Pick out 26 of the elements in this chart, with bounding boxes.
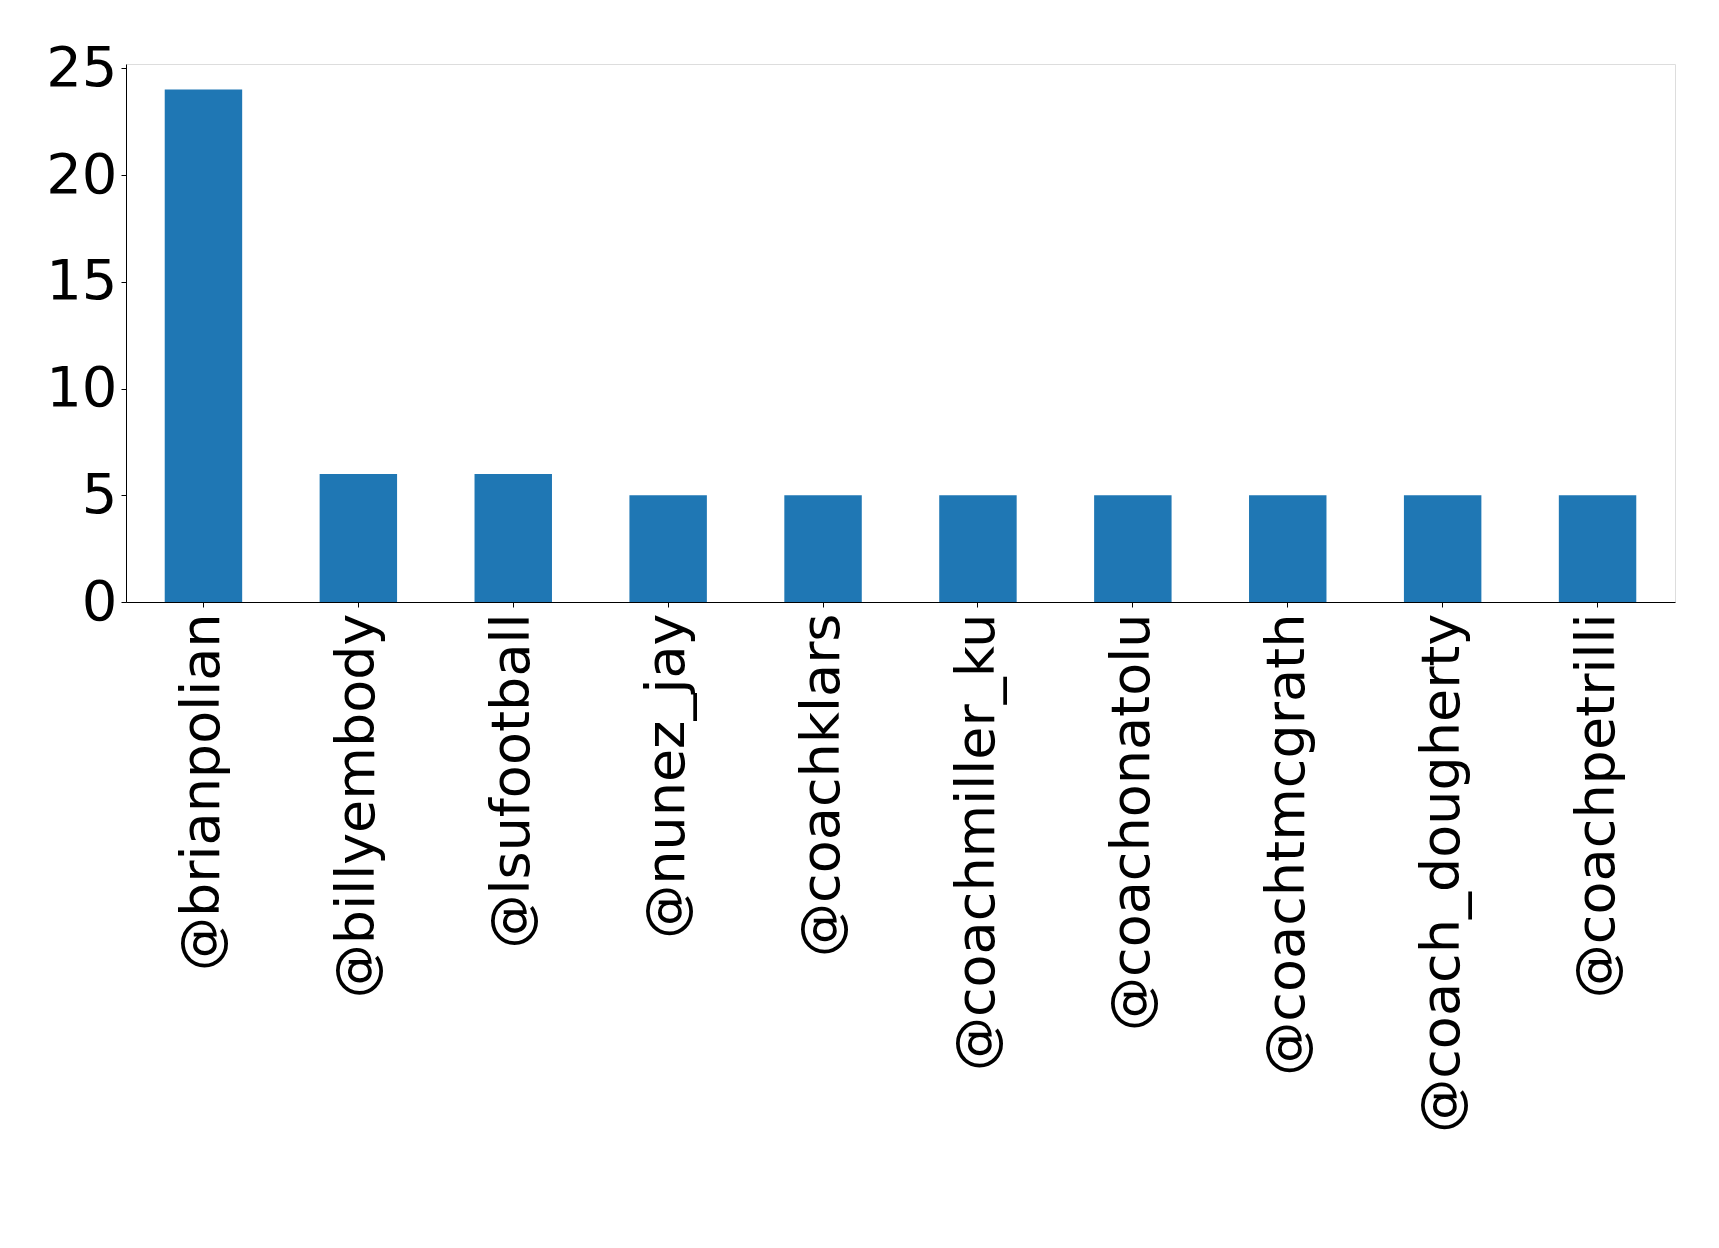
x-tick-label: @coach_dougherty	[1408, 613, 1472, 1133]
x-tick-label: @brianpolian	[169, 613, 233, 971]
x-tick-label: @nunez_jay	[634, 613, 698, 939]
x-tick-label: @billyembody	[324, 613, 388, 999]
x-tick-label: @coachonatolu	[1098, 613, 1162, 1032]
bar	[1094, 495, 1172, 602]
bar	[1249, 495, 1327, 602]
bar	[474, 473, 552, 602]
x-tick-label: @coachmiller_ku	[943, 613, 1007, 1072]
bar	[1403, 495, 1482, 602]
x-tick-label: @coachpetrilli	[1563, 613, 1627, 999]
y-tick-label: 0	[81, 567, 118, 633]
bar	[1558, 495, 1637, 602]
y-tick-label: 20	[46, 140, 118, 206]
x-tick-label: @coachklars	[789, 613, 853, 957]
bar	[784, 495, 862, 602]
y-tick-label: 10	[46, 354, 118, 420]
bar	[939, 495, 1017, 602]
y-tick-label: 25	[46, 33, 118, 99]
bar	[164, 89, 243, 602]
y-tick-label: 15	[46, 247, 118, 313]
bar	[629, 495, 707, 602]
bar	[319, 473, 398, 602]
x-tick-label: @coachtmcgrath	[1253, 613, 1317, 1076]
x-tick-label: @lsufootball	[479, 613, 543, 949]
y-tick-label: 5	[81, 460, 118, 526]
